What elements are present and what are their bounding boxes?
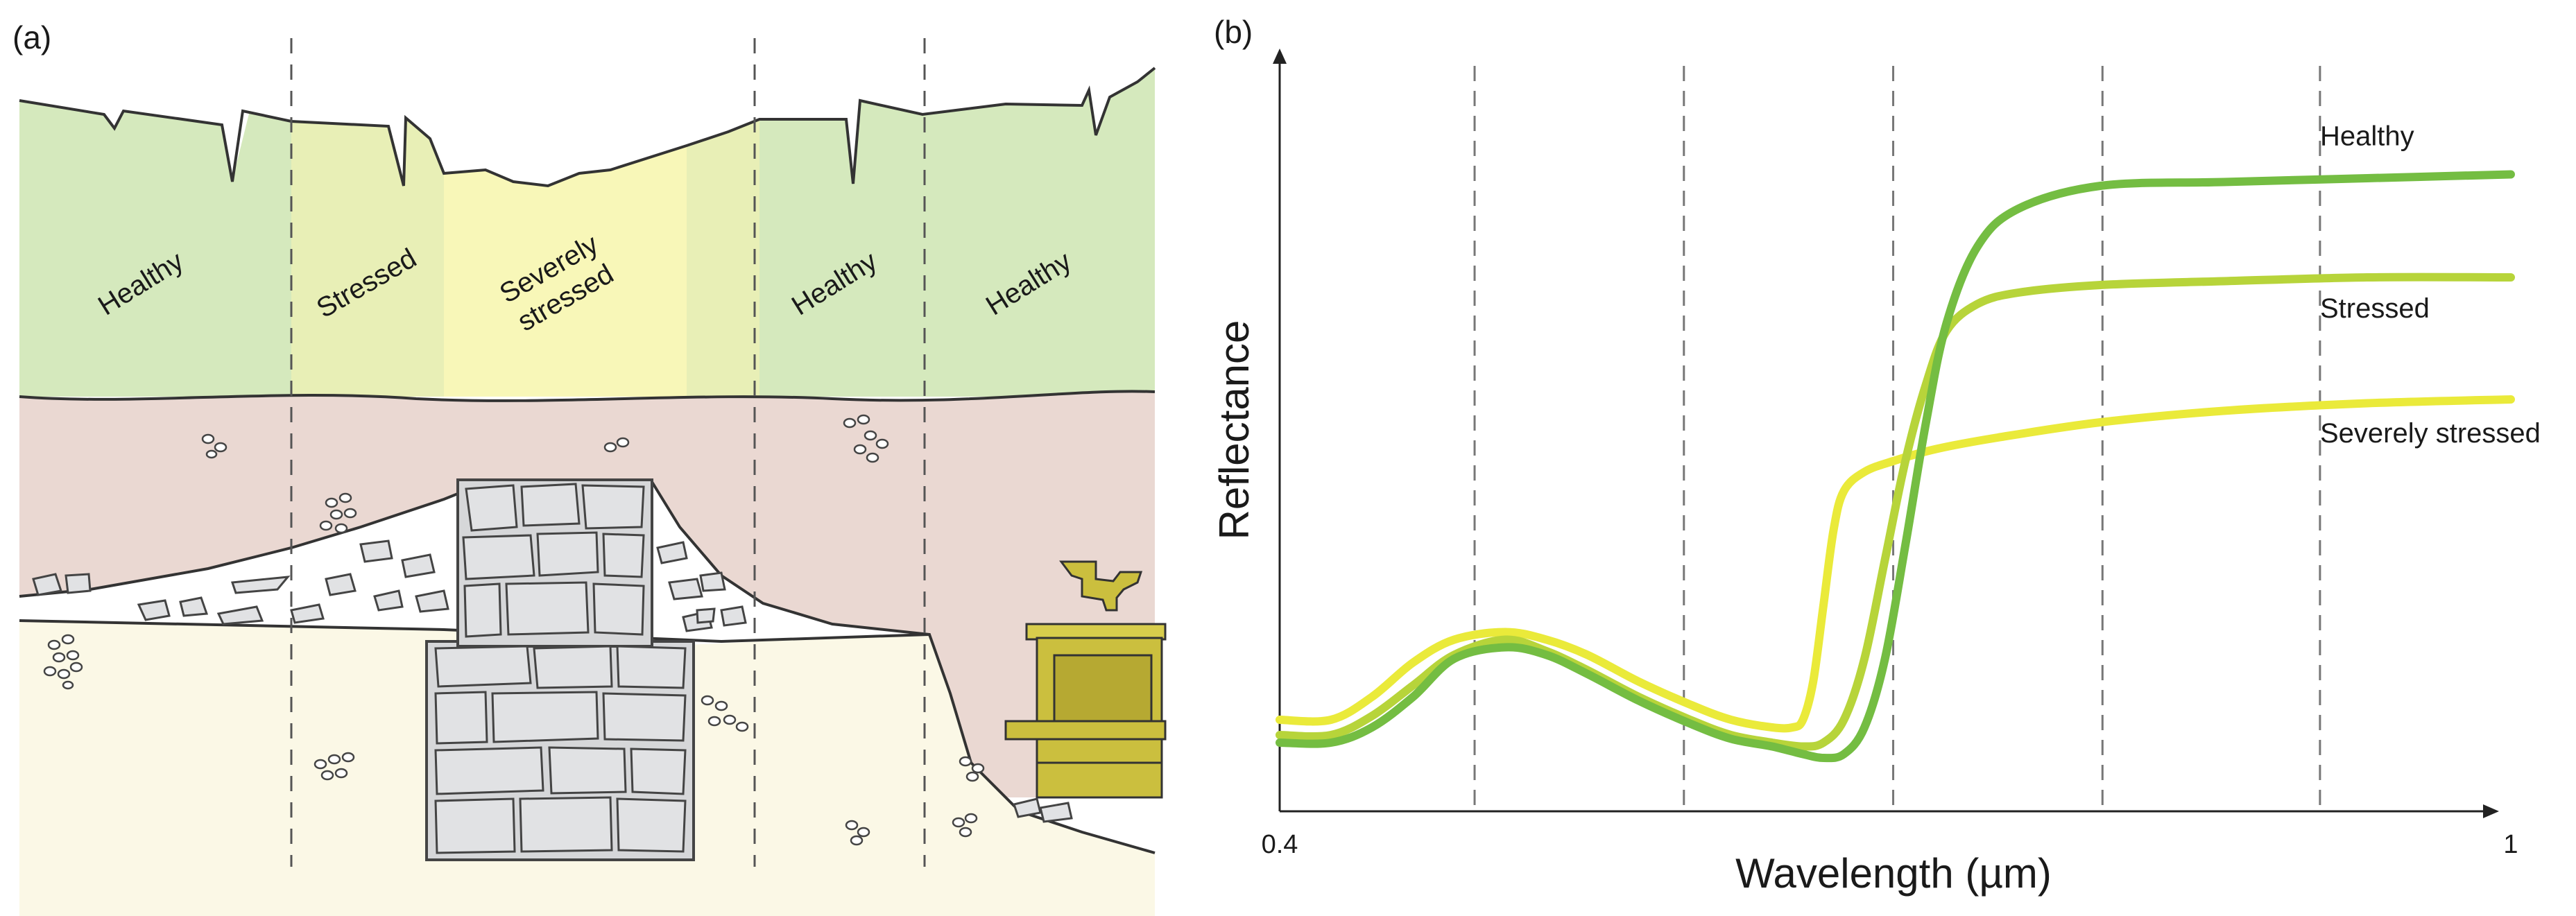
zone-fill-transition: [687, 119, 759, 397]
golden-chest-artifact-icon: [1004, 560, 1167, 799]
zone-fill-healthy-2: [759, 101, 929, 397]
panel-a-divider-lines: [290, 38, 926, 867]
chart-gridlines: [1473, 66, 2321, 810]
y-axis-arrow-icon: [1273, 49, 1287, 64]
rubble-pebbles-icon: [43, 414, 1073, 846]
chart-series-labels: Healthy Stressed Severely stressed: [2320, 121, 2541, 449]
canopy-top-outline: [19, 67, 1156, 188]
chart-series-lines: [1276, 170, 2515, 763]
panel-a-cross-section-illustration: (a): [12, 19, 1167, 916]
zone-fill-healthy-3: [922, 68, 1155, 397]
series-label-severely-stressed: Severely stressed: [2320, 418, 2541, 449]
x-tick-label-max: 1: [2503, 830, 2518, 859]
series-line-severely-stressed: [1276, 395, 2515, 733]
wall-stones: [434, 483, 687, 854]
zone-fill-stressed: [291, 118, 444, 397]
soil-top-outline: [19, 390, 1156, 402]
panel-b-reflectance-chart: (b) Healthy Stressed Severely stressed 0.4…: [1211, 14, 2541, 897]
rubble-stones: [32, 539, 747, 632]
x-axis-title: Wavelength (µm): [1735, 850, 2052, 897]
panel-a-letter: (a): [12, 19, 51, 55]
x-tick-label-min: 0.4: [1262, 830, 1298, 859]
series-label-healthy: Healthy: [2320, 121, 2414, 152]
zone-fill-healthy-1: [19, 101, 291, 397]
series-label-stressed: Stressed: [2320, 293, 2430, 324]
y-axis-title: Reflectance: [1211, 320, 1257, 540]
chart-axes: [1273, 49, 2499, 818]
series-line-healthy: [1276, 170, 2515, 763]
x-axis-arrow-icon: [2483, 804, 2499, 818]
series-line-stressed: [1276, 273, 2515, 751]
canopy-zones: [19, 68, 1155, 397]
panel-b-letter: (b): [1214, 14, 1253, 50]
zone-fill-severely-stressed: [444, 146, 687, 397]
